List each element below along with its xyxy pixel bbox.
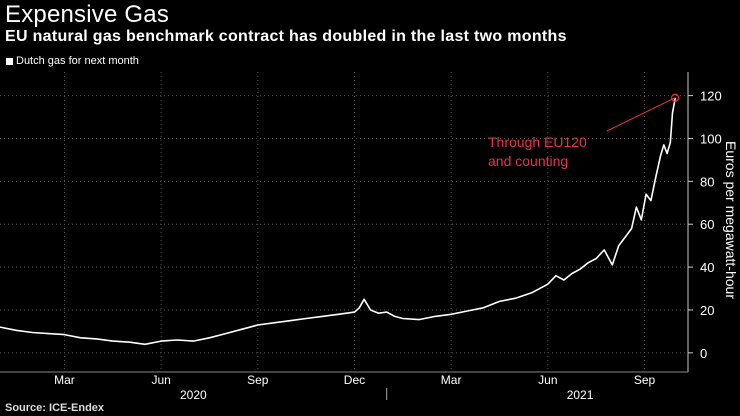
year-label: 2021 bbox=[567, 388, 594, 402]
chart-title: Expensive Gas bbox=[5, 1, 170, 28]
y-tick-label: 60 bbox=[700, 217, 714, 232]
y-tick-label: 80 bbox=[700, 174, 714, 189]
x-tick-label: Mar bbox=[441, 373, 462, 387]
annotation-text: and counting bbox=[488, 153, 568, 169]
y-tick-label: 20 bbox=[700, 303, 714, 318]
series bbox=[0, 97, 677, 346]
x-tick-label: Sep bbox=[634, 373, 656, 387]
y-tick-label: 120 bbox=[700, 89, 722, 104]
x-tick-label: Dec bbox=[344, 373, 365, 387]
y-tick-label: 40 bbox=[700, 260, 714, 275]
annotation-text: Through EU120 bbox=[488, 134, 587, 150]
grid bbox=[0, 72, 688, 370]
legend-label: Dutch gas for next month bbox=[16, 55, 139, 67]
annotation: Through EU120 and counting bbox=[488, 93, 680, 169]
axes: 0 20 40 60 80 100 120 Mar Jun Sep Dec Mar Jun Sep 2020… bbox=[0, 72, 739, 402]
x-tick-label: Mar bbox=[54, 373, 75, 387]
x-tick-label: Sep bbox=[247, 373, 269, 387]
series-line bbox=[0, 97, 677, 346]
annotation-marker bbox=[671, 93, 680, 102]
x-tick-label: Jun bbox=[151, 373, 170, 387]
y-axis-title: Euros per megawatt-hour bbox=[723, 141, 739, 299]
year-label: 2020 bbox=[180, 388, 207, 402]
x-tick-label: Jun bbox=[538, 373, 557, 387]
source-note: Source: ICE-Endex bbox=[5, 402, 105, 414]
legend-swatch bbox=[6, 57, 13, 65]
annotation-leader bbox=[606, 97, 676, 132]
chart-subtitle: EU natural gas benchmark contract has do… bbox=[5, 28, 567, 45]
y-tick-label: 0 bbox=[700, 346, 707, 361]
legend: Dutch gas for next month bbox=[6, 55, 139, 67]
y-tick-label: 100 bbox=[700, 131, 722, 146]
